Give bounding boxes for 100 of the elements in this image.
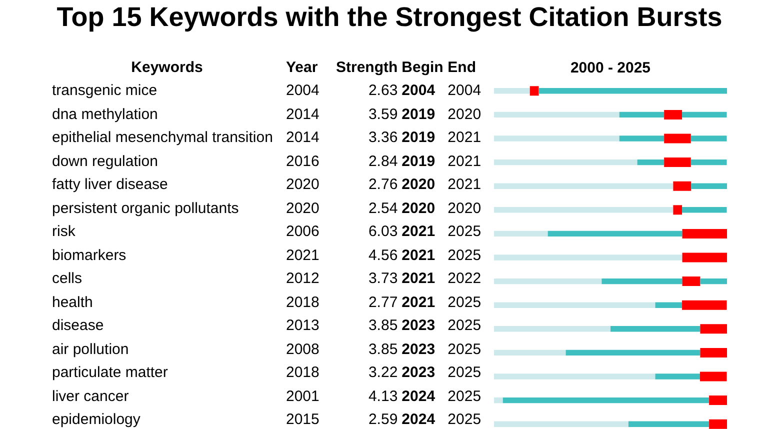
bar: [494, 136, 620, 142]
bar: [709, 419, 727, 429]
bar: [494, 183, 674, 189]
data-label: 4.13: [367, 386, 399, 407]
bar: [494, 326, 610, 332]
data-label: 2025: [446, 386, 482, 407]
bar: [619, 136, 664, 142]
y-tick-label: cells: [51, 269, 84, 290]
x-tick-label: Begin: [400, 58, 444, 78]
bar: [494, 230, 548, 237]
y-tick-label: air pollution: [51, 340, 130, 360]
data-label: 2023: [400, 316, 436, 336]
data-label: 2019: [400, 128, 436, 148]
data-label: 2018: [285, 363, 320, 384]
bar: [691, 183, 727, 189]
data-label: 2015: [285, 410, 320, 429]
y-tick-label: disease: [51, 316, 105, 336]
x-tick-label: Strength: [335, 58, 399, 78]
bar: [673, 181, 692, 191]
data-label: 2025: [446, 246, 482, 266]
bar: [566, 350, 700, 356]
bar: [690, 136, 727, 142]
data-label: 2.54: [367, 198, 399, 219]
data-label: 2.77: [367, 292, 399, 313]
data-label: 6.03: [367, 222, 399, 242]
data-label: 2021: [400, 246, 436, 266]
y-tick-label: down regulation: [51, 152, 159, 172]
data-label: 2018: [285, 292, 320, 313]
bar: [494, 159, 638, 166]
data-label: 2023: [400, 363, 436, 384]
bar: [502, 397, 710, 404]
data-label: 2025: [446, 292, 482, 313]
bar: [628, 421, 710, 427]
y-tick-label: persistent organic pollutants: [51, 198, 240, 219]
data-label: 2.76: [367, 175, 399, 196]
data-label: 2.84: [367, 152, 399, 172]
data-label: 2016: [285, 152, 320, 172]
bar: [637, 159, 664, 166]
bar: [690, 159, 727, 166]
y-tick-label: fatty liver disease: [51, 175, 169, 196]
data-label: 2021: [446, 152, 482, 172]
bar: [610, 326, 700, 332]
data-label: 2004: [400, 81, 436, 102]
x-tick-label: Year: [285, 58, 319, 78]
data-label: 2004: [285, 81, 320, 102]
data-label: 2001: [285, 386, 320, 407]
data-label: 2021: [446, 128, 482, 148]
data-label: 2020: [285, 175, 320, 196]
data-label: 2021: [400, 292, 436, 313]
data-label: 2025: [446, 316, 482, 336]
data-label: 2025: [446, 222, 482, 242]
bar: [494, 302, 656, 308]
data-label: 2004: [446, 81, 482, 102]
bar: [494, 207, 674, 213]
bar: [700, 324, 727, 334]
chart-title: 2000 - 2025: [570, 59, 651, 76]
data-label: 3.36: [367, 128, 399, 148]
bar: [494, 397, 503, 404]
data-label: 2020: [285, 198, 320, 219]
data-label: 2021: [400, 222, 436, 242]
bar: [682, 252, 727, 262]
bar: [673, 205, 682, 215]
bar: [619, 112, 664, 118]
data-label: 3.85: [367, 340, 399, 360]
data-label: 3.73: [367, 269, 399, 290]
data-label: 2024: [400, 410, 436, 429]
y-tick-label: epidemiology: [51, 410, 142, 429]
bar: [700, 348, 727, 358]
bar: [602, 278, 682, 284]
y-axis-title: Keywords: [130, 58, 204, 78]
data-label: 2021: [285, 246, 320, 266]
data-label: 2025: [446, 363, 482, 384]
bar: [494, 350, 566, 356]
data-label: 2021: [400, 269, 436, 290]
bar: [664, 110, 682, 120]
data-label: 2012: [285, 269, 320, 290]
bar: [664, 158, 691, 168]
bar: [709, 396, 727, 406]
data-label: 3.85: [367, 316, 399, 336]
bar: [494, 254, 682, 260]
data-label: 2020: [400, 198, 436, 219]
data-label: 2025: [446, 340, 482, 360]
y-tick-label: dna methylation: [51, 104, 159, 125]
bar: [530, 86, 539, 96]
bar: [682, 300, 727, 310]
y-tick-label: transgenic mice: [51, 81, 158, 102]
data-label: 2019: [400, 104, 436, 125]
y-tick-label: epithelial mesenchymal transition: [51, 128, 274, 148]
bar: [494, 112, 620, 118]
chart-title: Top 15 Keywords with the Strongest Citation Bursts: [56, 2, 724, 33]
bar: [682, 276, 700, 286]
data-label: 2008: [285, 340, 320, 360]
bar: [700, 278, 727, 284]
bar: [494, 88, 530, 94]
y-tick-label: health: [51, 292, 94, 313]
x-tick-label: End: [446, 58, 478, 78]
data-label: 2014: [285, 104, 320, 125]
bar: [655, 302, 682, 308]
y-tick-label: particulate matter: [51, 363, 169, 384]
data-label: 2019: [400, 152, 436, 172]
